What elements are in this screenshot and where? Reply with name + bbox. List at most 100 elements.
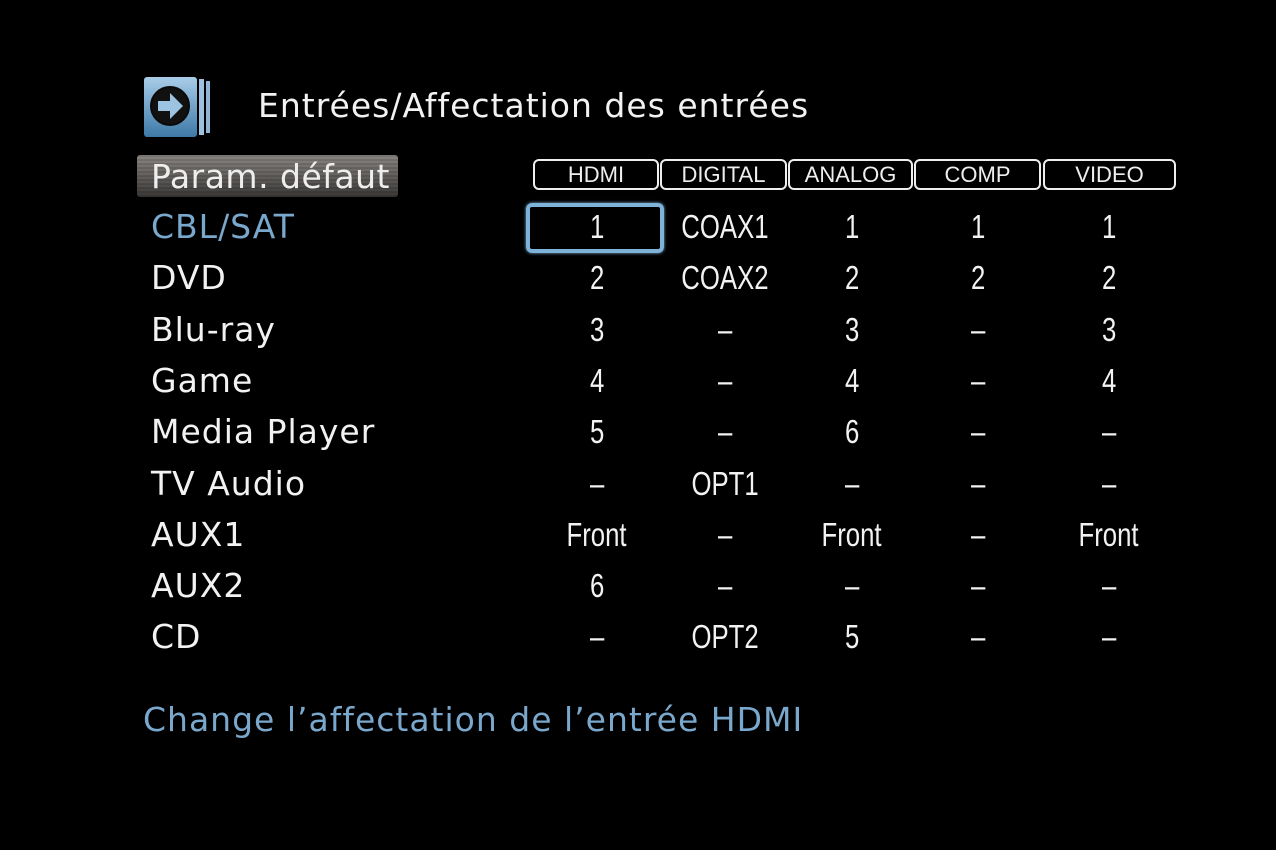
row-label[interactable]: AUX1 (151, 514, 246, 554)
cell-value: OPT1 (691, 464, 759, 502)
cell-value: – (589, 618, 605, 656)
default-settings-button[interactable]: Param. défaut (137, 155, 398, 197)
cell-value: 6 (589, 567, 605, 605)
cell-value: Front (821, 515, 883, 553)
cell-value: 3 (844, 310, 860, 348)
cell-video[interactable]: – (1044, 615, 1174, 659)
cell-hdmi[interactable]: 2 (532, 256, 662, 300)
page-title: Entrées/Affectation des entrées (258, 86, 810, 125)
cell-value: 2 (844, 259, 860, 297)
cell-analog[interactable]: 3 (787, 308, 917, 352)
cell-video[interactable]: 2 (1044, 256, 1174, 300)
cell-hdmi[interactable]: Front (532, 513, 662, 557)
cell-value: 1 (1101, 208, 1117, 245)
column-header-digital: DIGITAL (660, 159, 787, 190)
cell-comp[interactable]: – (913, 410, 1043, 454)
cell-digital[interactable]: – (660, 410, 790, 454)
column-header-comp: COMP (914, 159, 1041, 190)
cell-value: 1 (844, 208, 860, 245)
cell-comp[interactable]: 1 (913, 205, 1043, 249)
cell-value: Front (1078, 515, 1140, 553)
cell-value: – (970, 310, 986, 348)
cell-value: COAX2 (681, 259, 769, 297)
row-label[interactable]: CD (151, 617, 202, 657)
cell-hdmi[interactable]: – (532, 462, 662, 506)
row-label[interactable]: CBL/SAT (151, 207, 295, 246)
cell-analog[interactable]: Front (787, 513, 917, 557)
cell-digital[interactable]: – (660, 308, 790, 352)
cell-value: COAX1 (681, 208, 769, 245)
cell-value: – (844, 567, 860, 605)
cell-value: 2 (589, 259, 605, 297)
cell-value: 6 (844, 413, 860, 451)
cell-analog[interactable]: 5 (787, 615, 917, 659)
cell-video[interactable]: – (1044, 462, 1174, 506)
selection-cursor (526, 203, 664, 253)
cell-value: – (1101, 567, 1117, 605)
cell-hdmi[interactable]: 5 (532, 410, 662, 454)
cell-digital[interactable]: OPT1 (660, 462, 790, 506)
row-label[interactable]: AUX2 (151, 566, 246, 606)
cell-value: 3 (1101, 310, 1117, 348)
row-label[interactable]: Media Player (151, 412, 376, 452)
cell-value: – (717, 310, 733, 348)
cell-value: – (970, 464, 986, 502)
cell-analog[interactable]: 2 (787, 256, 917, 300)
cell-comp[interactable]: – (913, 615, 1043, 659)
cell-hdmi[interactable]: 3 (532, 308, 662, 352)
cell-hdmi[interactable]: – (532, 615, 662, 659)
cell-digital[interactable]: – (660, 359, 790, 403)
cell-value: 3 (589, 310, 605, 348)
cell-value: – (717, 361, 733, 399)
cell-value: – (970, 515, 986, 553)
cell-value: – (970, 567, 986, 605)
cell-value: 5 (589, 413, 605, 451)
cell-comp[interactable]: – (913, 308, 1043, 352)
row-label[interactable]: TV Audio (151, 463, 307, 503)
cell-video[interactable]: 1 (1044, 205, 1174, 249)
cell-comp[interactable]: – (913, 359, 1043, 403)
cell-hdmi[interactable]: 1 (532, 205, 662, 249)
cell-analog[interactable]: – (787, 462, 917, 506)
cell-digital[interactable]: COAX1 (660, 205, 790, 249)
cell-comp[interactable]: – (913, 513, 1043, 557)
arrow-right-circle-icon (144, 77, 214, 137)
cell-value: 4 (589, 361, 605, 399)
cell-value: – (589, 464, 605, 502)
row-label[interactable]: Game (151, 360, 254, 400)
cell-digital[interactable]: – (660, 564, 790, 608)
cell-analog[interactable]: 1 (787, 205, 917, 249)
cell-comp[interactable]: – (913, 564, 1043, 608)
cell-value: 4 (1101, 361, 1117, 399)
cell-video[interactable]: Front (1044, 513, 1174, 557)
cell-value: 5 (844, 618, 860, 656)
row-label[interactable]: DVD (151, 258, 227, 298)
cell-digital[interactable]: COAX2 (660, 256, 790, 300)
cell-comp[interactable]: – (913, 462, 1043, 506)
cell-value: 2 (970, 259, 986, 297)
cell-value: 1 (970, 208, 986, 245)
cell-value: – (717, 413, 733, 451)
cell-value: OPT2 (691, 618, 759, 656)
cell-analog[interactable]: 6 (787, 410, 917, 454)
row-label[interactable]: Blu-ray (151, 309, 276, 349)
cell-value: – (1101, 413, 1117, 451)
cell-value: – (970, 413, 986, 451)
cell-analog[interactable]: 4 (787, 359, 917, 403)
cell-digital[interactable]: – (660, 513, 790, 557)
cell-value: – (844, 464, 860, 502)
cell-video[interactable]: – (1044, 410, 1174, 454)
column-header-analog: ANALOG (788, 159, 913, 190)
column-header-video: VIDEO (1043, 159, 1176, 190)
cell-video[interactable]: 3 (1044, 308, 1174, 352)
column-header-hdmi: HDMI (533, 159, 659, 190)
cell-video[interactable]: 4 (1044, 359, 1174, 403)
cell-comp[interactable]: 2 (913, 256, 1043, 300)
cell-value: – (717, 515, 733, 553)
cell-hdmi[interactable]: 6 (532, 564, 662, 608)
cell-analog[interactable]: – (787, 564, 917, 608)
cell-video[interactable]: – (1044, 564, 1174, 608)
cell-digital[interactable]: OPT2 (660, 615, 790, 659)
cell-value: 1 (589, 208, 605, 245)
cell-hdmi[interactable]: 4 (532, 359, 662, 403)
